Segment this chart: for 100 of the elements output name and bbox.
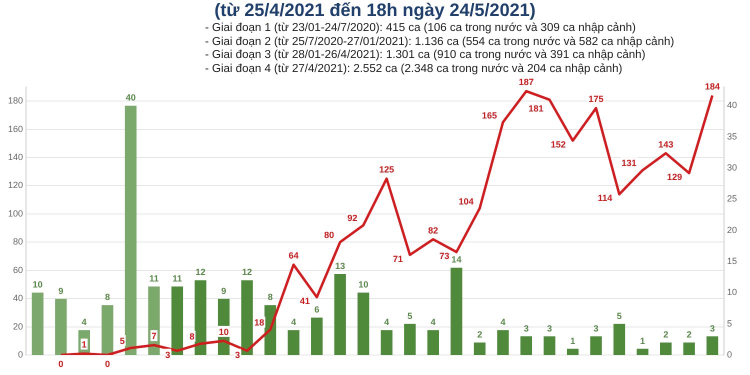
bar [683,342,695,355]
data-label: 80 [324,230,334,240]
y2-tick-label: 25 [726,194,738,204]
y2-tick-label: 40 [726,100,738,110]
y-tick-label: 120 [8,180,24,190]
data-label: 11 [149,273,159,284]
text: - Giai đoạn 4 (từ 27/4/2021): 2.552 ca (2.348 ca trong nước và 204 ca nhập cảnh) [205,62,624,76]
data-label: 13 [335,260,346,271]
data-label: 73 [439,251,450,262]
data-label: 2 [663,330,668,340]
data-label: 18 [254,318,264,328]
bar [148,286,160,355]
data-label: 131 [622,158,637,168]
data-label: 41 [300,296,310,306]
data-label: 152 [550,140,566,150]
y-tick-label: 140 [8,152,24,162]
y-tick-label: 180 [8,96,24,106]
bar [171,286,184,355]
chart-title: (từ 25/4/2021 đến 18h ngày 24/5/2021) [213,0,537,21]
data-label: 129 [667,172,682,182]
data-label: 64 [288,250,299,261]
bar [590,336,602,355]
y-tick-label: 160 [8,124,24,134]
y2-tick-label: 30 [726,162,738,173]
bar [241,280,253,355]
data-label: 10 [218,326,229,337]
data-label: 175 [588,94,604,104]
data-label: 4 [82,317,87,328]
data-label: 0 [58,359,64,369]
data-label: 10 [358,280,368,290]
data-label: 181 [528,104,544,114]
data-label: 9 [58,286,64,296]
data-label: 1 [570,336,576,346]
data-label: 4 [384,317,390,328]
data-label: 11 [172,273,182,284]
data-label: 71 [392,254,403,264]
bar [194,280,206,355]
bar [520,336,532,355]
data-label: 6 [314,304,320,315]
data-label: 2 [477,330,482,340]
bar [380,330,392,355]
data-label: 8 [268,292,273,302]
bar [334,274,346,355]
data-label: 40 [126,92,136,103]
data-label: 184 [704,81,720,92]
data-label: 2 [686,330,692,340]
text: - Giai đoạn 2 (từ 25/7/2020-27/01/2021): 1.136 ca (554 ca trong nước và 582 ca nhập cảnh) [205,36,674,49]
bar [474,342,486,355]
text: - Giai đoạn 3 (từ 28/01-26/4/2021): 1.301 ca (910 ca trong nước và 391 ca nhập cảnh) [205,49,646,62]
data-label: 3 [524,323,529,334]
y2-tick-label: 5 [726,318,732,328]
bar [566,348,579,355]
data-label: 0 [104,359,110,369]
bar [613,324,626,355]
data-label: 4 [500,317,506,328]
y-tick-label: 100 [8,208,24,218]
y-tick-label: 60 [13,264,24,275]
y2-tick-label: 15 [726,256,738,266]
bar [55,298,67,355]
data-label: 9 [221,286,226,296]
bar [311,318,323,355]
y2-tick-label: 35 [726,131,738,142]
bar [427,330,439,355]
y-tick-label: 80 [13,236,24,247]
data-label: 7 [151,331,156,342]
bar [660,342,672,355]
data-label: 3 [546,323,552,334]
data-label: 3 [235,350,240,360]
y-tick-label: 0 [18,349,24,360]
data-label: 82 [428,225,438,236]
data-label: 187 [518,77,534,88]
data-label: 1 [82,340,87,350]
data-label: 125 [379,164,394,175]
data-label: 114 [598,193,612,204]
data-label: 10 [32,280,43,290]
data-label: 92 [347,213,358,224]
data-label: 143 [658,139,674,150]
data-label: 4 [430,317,436,328]
bar [358,292,370,355]
bar [32,292,44,355]
y-tick-label: 20 [13,321,24,332]
data-label: 3 [165,350,170,360]
text: - Giai đoạn 1 (từ 23/01-24/7/2020): 415 ca (106 ca trong nước và 309 ca nhập cảnh) [205,22,637,36]
data-label: 3 [710,323,715,334]
bar [450,268,462,355]
data-label: 8 [104,292,110,302]
data-label: 4 [291,317,296,328]
data-label: 12 [242,267,252,278]
data-label: 12 [196,267,206,278]
data-label: 5 [120,336,125,346]
bar [497,330,509,355]
data-label: 165 [482,110,497,120]
data-label: 14 [451,254,462,265]
bar [102,305,114,355]
bar [636,348,648,355]
bar [404,324,416,355]
data-label: 5 [616,310,622,321]
y2-tick-label: 0 [726,349,732,360]
bar [124,106,137,355]
data-label: 3 [594,323,599,334]
